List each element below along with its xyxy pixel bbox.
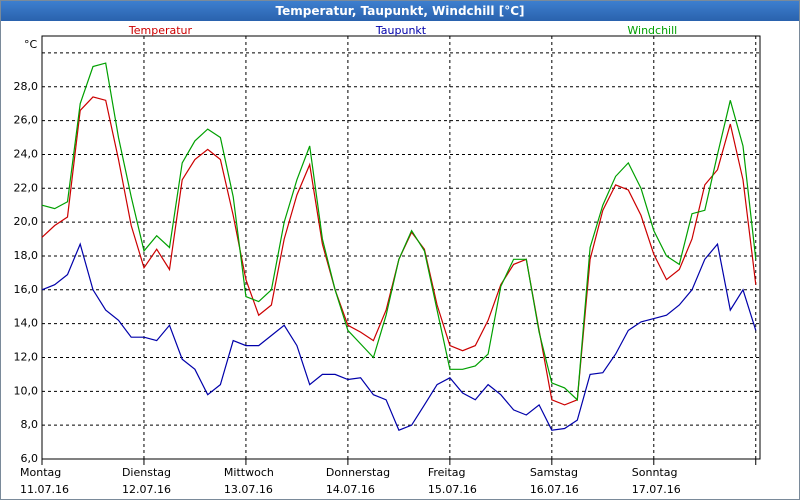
y-tick-label: 18,0 [14,249,39,262]
y-axis-label: °C [24,38,38,51]
x-tick-label: Freitag [428,466,466,479]
x-tick-date: 12.07.16 [122,483,171,496]
x-tick-date: 11.07.16 [20,483,69,496]
series-line [41,62,757,402]
x-tick-label: Dienstag [122,466,171,479]
y-tick-label: 20,0 [14,215,39,228]
x-tick-label: Mittwoch [224,466,274,479]
y-tick-label: 16,0 [14,283,39,296]
y-tick-label: 24,0 [14,147,39,160]
chart-title: Temperatur, Taupunkt, Windchill [°C] [1,1,799,21]
y-tick-label: 28,0 [14,80,39,93]
y-tick-label: 10,0 [14,384,39,397]
x-tick-date: 17.07.16 [632,483,681,496]
y-tick-label: 12,0 [14,350,39,363]
legend-entry: Taupunkt [375,24,427,37]
y-tick-label: 26,0 [14,114,39,127]
y-tick-label: 8,0 [21,418,39,431]
x-tick-date: 13.07.16 [224,483,273,496]
x-tick-date: 15.07.16 [428,483,477,496]
y-tick-label: 14,0 [14,317,39,330]
series-line [41,242,757,431]
legend-entry: Temperatur [128,24,193,37]
plot-area [41,35,761,460]
x-tick-date: 14.07.16 [326,483,375,496]
y-tick-label: 22,0 [14,181,39,194]
x-tick-label: Donnerstag [326,466,390,479]
x-tick-date: 16.07.16 [530,483,579,496]
x-tick-label: Montag [20,466,61,479]
y-tick-label: 6,0 [21,452,39,465]
x-tick-label: Samstag [530,466,578,479]
x-tick-label: Sonntag [632,466,678,479]
legend-entry: Windchill [627,24,677,37]
